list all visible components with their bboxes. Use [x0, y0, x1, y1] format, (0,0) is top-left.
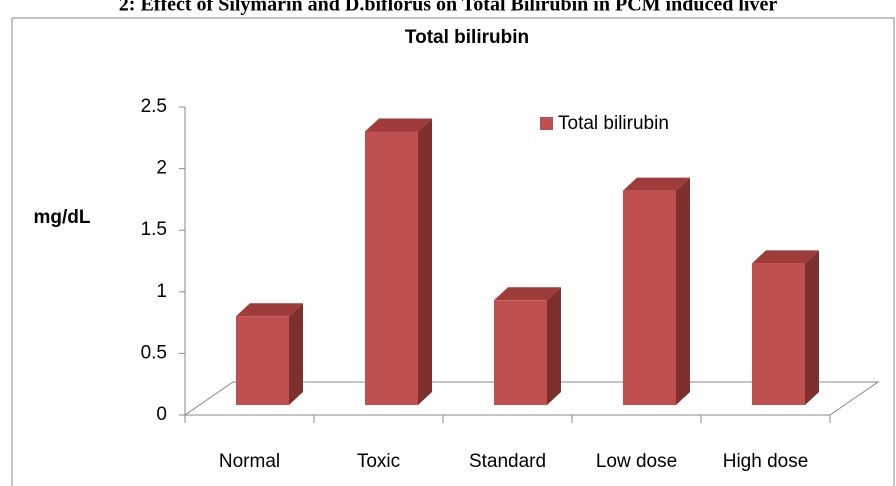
x-tick-label: Normal [219, 451, 280, 472]
floor [183, 381, 880, 416]
bar-top [236, 303, 303, 317]
legend-label: Total bilirubin [558, 113, 669, 134]
bar-top [623, 177, 690, 191]
x-tick-label: Toxic [357, 451, 400, 472]
bar [494, 300, 547, 405]
bar [236, 316, 289, 405]
y-tick-label: 1.5 [141, 219, 167, 240]
bar-side [805, 250, 819, 405]
chart-title: Total bilirubin [405, 27, 529, 48]
x-tick-label: High dose [723, 451, 809, 472]
legend-swatch [540, 117, 553, 130]
bar-top [752, 250, 819, 264]
y-tick-label: 0 [156, 404, 167, 425]
bar-top [494, 287, 561, 301]
bar [752, 263, 805, 405]
bar [623, 190, 676, 405]
y-tick-label: 2 [156, 158, 167, 179]
y-tick-label: 1 [156, 281, 167, 302]
x-tick-label: Low dose [596, 451, 677, 472]
bar-side [547, 287, 561, 405]
y-tick-label: 2.5 [141, 96, 167, 117]
caption-bg [0, 0, 896, 17]
bar-side [418, 118, 432, 405]
bar-side [676, 177, 690, 405]
x-tick-label: Standard [469, 451, 546, 472]
bar [365, 131, 418, 405]
caption: 2: Effect of Silymarin and D.biflorus on… [119, 0, 778, 16]
chart-border [11, 17, 895, 486]
y-axis-label: mg/dL [34, 207, 91, 228]
y-tick-label: 0.5 [141, 342, 167, 363]
bar-side [289, 303, 303, 405]
bar-top [365, 118, 432, 132]
